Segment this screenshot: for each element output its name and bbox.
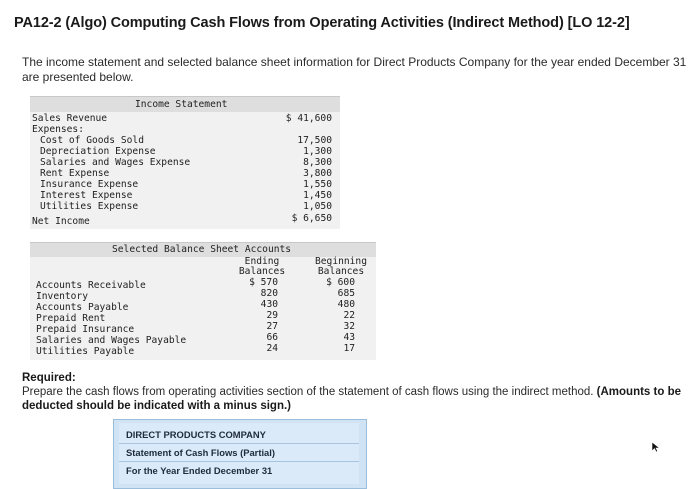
expense-label: Cost of Goods Sold [40,135,144,146]
bs-row-beginning: $ 600 [326,277,355,288]
bs-row-ending: 29 [266,310,278,321]
statement-name: Statement of Cash Flows (Partial) [126,447,275,458]
expense-label: Interest Expense [40,190,133,201]
bs-row-beginning: 685 [337,288,355,299]
required-text: Prepare the cash flows from operating ac… [22,386,594,398]
intro-text: The income statement and selected balanc… [22,55,687,84]
expense-value: 1,550 [303,179,332,190]
bs-row-ending: 24 [266,343,278,354]
cash-flow-statement-header [119,423,359,484]
sales-value: $ 41,600 [285,113,332,124]
ending-header: Ending [244,256,280,267]
header-divider [119,461,359,462]
income-statement-header-bar [30,96,340,112]
expense-value: 1,050 [303,201,332,212]
bs-row-label: Prepaid Rent [36,313,106,324]
bs-row-beginning: 17 [343,343,355,354]
bs-row-ending: 820 [260,288,278,299]
ending-header: Balances [238,266,286,277]
bs-row-beginning: 32 [343,321,355,332]
beginning-header: Beginning [315,256,367,267]
required-instructions: Prepare the cash flows from operating ac… [22,385,698,413]
expense-value: 17,500 [297,135,332,146]
expense-label: Utilities Expense [40,201,139,212]
bs-row-beginning: 480 [337,299,355,310]
balance-sheet-header-bar [30,242,376,257]
expense-label: Depreciation Expense [40,146,156,157]
bs-row-label: Prepaid Insurance [36,324,135,335]
bs-row-ending: $ 570 [249,277,278,288]
balance-sheet-table [30,242,376,360]
company-name: DIRECT PRODUCTS COMPANY [126,429,266,440]
bs-row-ending: 430 [260,299,278,310]
bs-row-label: Utilities Payable [36,346,135,357]
required-label: Required: [22,372,76,384]
income-statement-header: Income Statement [135,99,228,110]
page-title: PA12-2 (Algo) Computing Cash Flows from … [14,15,630,31]
balance-sheet-header: Selected Balance Sheet Accounts [112,244,292,255]
expenses-label: Expenses: [32,124,84,135]
bs-row-ending: 66 [266,332,278,343]
expense-value: 3,800 [303,168,332,179]
bs-row-label: Inventory [36,291,88,302]
bs-row-ending: 27 [266,321,278,332]
sales-label: Sales Revenue [32,113,108,124]
header-divider [119,443,359,444]
bs-row-label: Accounts Payable [36,302,129,313]
required-note: (Amounts to be deducted should be indica… [22,386,681,412]
expense-value: 1,450 [303,190,332,201]
expense-value: 8,300 [303,157,332,168]
expense-label: Rent Expense [40,168,110,179]
income-statement-table [30,96,340,229]
bs-row-label: Accounts Receivable [36,280,146,291]
mouse-pointer-icon [651,441,661,453]
statement-period: For the Year Ended December 31 [126,465,273,476]
net-income-label: Net Income [32,216,90,227]
bs-row-label: Salaries and Wages Payable [36,335,187,346]
expense-value: 1,300 [303,146,332,157]
net-income-value: $ 6,650 [291,213,332,224]
bs-row-beginning: 43 [343,332,355,343]
expense-label: Insurance Expense [40,179,139,190]
expense-label: Salaries and Wages Expense [40,157,191,168]
bs-row-beginning: 22 [343,310,355,321]
beginning-header: Balances [317,266,365,277]
